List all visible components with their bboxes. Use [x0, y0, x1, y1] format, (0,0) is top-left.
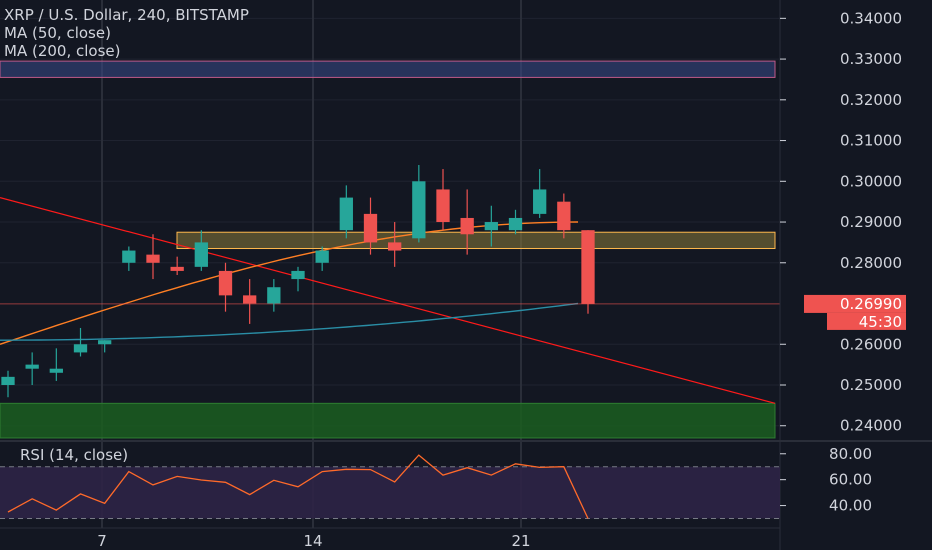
candle-body	[73, 344, 88, 353]
candle-body	[460, 217, 474, 235]
candle-body	[25, 364, 39, 369]
candle-body	[194, 242, 208, 267]
ma200-legend: MA (200, close)	[4, 42, 121, 60]
rsi-tick-label: 80.00	[829, 445, 872, 463]
symbol-title: XRP / U.S. Dollar, 240, BITSTAMP	[4, 6, 249, 24]
zone-support	[0, 402, 776, 439]
price-tick-label: 0.25000	[840, 376, 902, 394]
trendline	[0, 197, 776, 404]
time-tick-label: 7	[97, 532, 107, 550]
candle-body	[267, 287, 281, 304]
price-tick-label: 0.33000	[840, 50, 902, 68]
candle-body	[508, 217, 523, 231]
rsi-line	[7, 454, 589, 519]
candle-body	[170, 266, 184, 271]
price-tick-label: 0.29000	[840, 213, 902, 231]
candle-body	[291, 270, 305, 280]
candle-body	[388, 242, 402, 251]
price-axis-bg	[780, 0, 932, 550]
price-tick-label: 0.34000	[840, 9, 902, 27]
countdown-badge	[827, 312, 906, 330]
ma200-line	[0, 302, 579, 341]
candle-body	[339, 197, 353, 231]
price-tick-label: 0.30000	[840, 172, 902, 190]
rsi-band	[0, 466, 780, 519]
candle-body	[436, 189, 450, 223]
countdown-label: 45:30	[859, 313, 902, 331]
time-tick-label: 14	[303, 532, 322, 550]
ma50-legend: MA (50, close)	[4, 24, 111, 42]
zone-resistance	[176, 231, 776, 250]
candle-body	[49, 368, 63, 373]
rsi-tick-label: 40.00	[829, 497, 872, 515]
price-tick-label: 0.28000	[840, 254, 902, 272]
price-tick-label: 0.32000	[840, 91, 902, 109]
price-tick-label: 0.24000	[840, 417, 902, 435]
price-tick-label: 0.31000	[840, 132, 902, 150]
candle-body	[412, 181, 426, 239]
candle-body	[533, 189, 547, 214]
candle-body	[557, 201, 571, 231]
candle-body	[363, 213, 378, 243]
candle-body	[484, 222, 498, 231]
time-tick-label: 21	[511, 532, 530, 550]
price-tick-label: 0.26000	[840, 335, 902, 353]
candle-body	[315, 250, 329, 263]
candle-body	[98, 340, 112, 345]
candle-body	[243, 295, 257, 304]
last-price-label: 0.26990	[840, 295, 902, 313]
ma50-line	[0, 221, 579, 345]
candle-body	[1, 376, 15, 385]
rsi-tick-label: 60.00	[829, 471, 872, 489]
candle-body	[146, 254, 160, 263]
candle-body	[581, 230, 595, 304]
candle-body	[218, 270, 233, 296]
last-price-badge	[804, 294, 906, 313]
zone-top-band	[0, 60, 776, 78]
rsi-title: RSI (14, close)	[20, 446, 129, 464]
candle-body	[122, 250, 136, 263]
